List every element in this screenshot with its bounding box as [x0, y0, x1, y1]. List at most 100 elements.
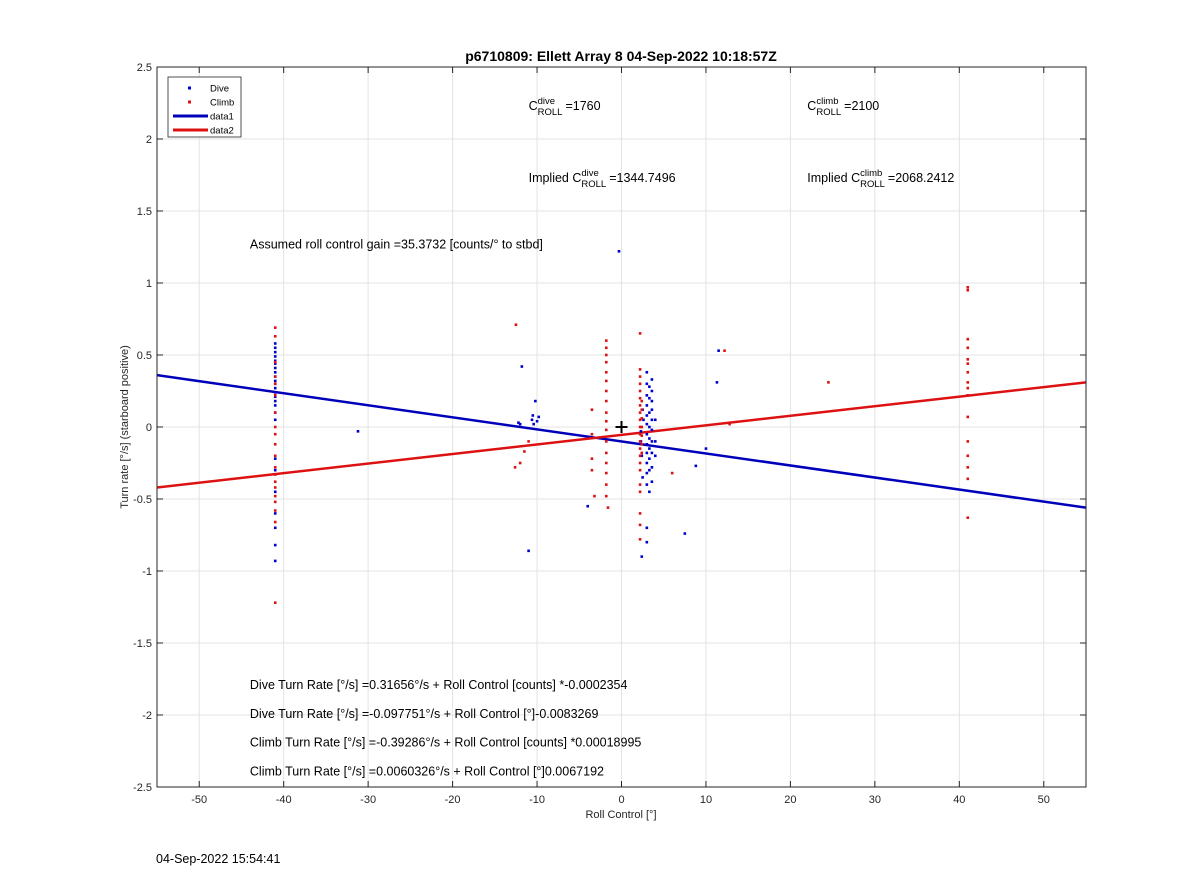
- climb-point: [966, 440, 970, 443]
- climb-point: [728, 422, 731, 426]
- climb-point: [966, 370, 970, 374]
- dive-point: [650, 451, 654, 455]
- climb-point: [670, 471, 674, 475]
- climb-point: [523, 450, 526, 453]
- data-points: [273, 250, 970, 604]
- annotation-value: =1760: [565, 99, 600, 113]
- climb-point: [604, 483, 608, 486]
- climb-point: [273, 486, 277, 489]
- axes-box: [156, 66, 1087, 788]
- x-tick-label: 0: [618, 794, 624, 806]
- climb-point: [273, 382, 277, 386]
- annotation-eq1: Dive Turn Rate [°/s] =0.31656°/s + Roll …: [250, 678, 628, 692]
- y-tick-label: -2: [142, 710, 152, 722]
- dive-point: [273, 386, 277, 390]
- fit-line-data1: [157, 373, 1086, 509]
- annotation-sup: dive: [581, 168, 598, 179]
- dive-point: [648, 411, 651, 414]
- dive-point: [645, 394, 649, 397]
- dive-point: [648, 457, 651, 460]
- annotation-lead: Implied C: [529, 171, 582, 185]
- climb-point: [604, 440, 608, 443]
- dive-point: [645, 432, 649, 436]
- y-tick-label: 1: [146, 278, 152, 290]
- dive-point: [645, 526, 649, 530]
- climb-point: [273, 334, 277, 338]
- climb-point: [604, 339, 608, 342]
- y-axis-label: Turn rate [°/s] (starboard positive): [119, 345, 131, 509]
- climb-point: [966, 381, 970, 384]
- dive-point: [650, 428, 654, 432]
- dive-point: [527, 549, 530, 553]
- climb-point: [273, 480, 277, 484]
- annotation-lead: C: [807, 99, 816, 113]
- climb-point: [640, 451, 644, 455]
- dive-point: [273, 559, 277, 563]
- dive-point: [273, 512, 277, 515]
- dive-point: [653, 454, 657, 458]
- climb-point: [273, 466, 277, 469]
- climb-point: [527, 440, 530, 443]
- dive-point: [639, 430, 643, 433]
- dive-point: [648, 468, 651, 472]
- dive-point: [648, 425, 651, 429]
- annotation-sup: climb: [816, 96, 838, 107]
- x-tick-label: 10: [700, 794, 712, 806]
- dive-point: [273, 457, 277, 460]
- climb-point: [638, 425, 642, 429]
- climb-point: [723, 349, 726, 352]
- fit-lines: [157, 373, 1086, 509]
- y-tick-label: -1.5: [133, 638, 152, 650]
- y-tick-label: -1: [142, 566, 152, 578]
- dive-point: [648, 437, 651, 440]
- dive-point: [645, 442, 649, 446]
- dive-point: [645, 382, 649, 386]
- annotation-eq2: Dive Turn Rate [°/s] =-0.097751°/s + Rol…: [250, 707, 599, 721]
- dive-point: [640, 555, 644, 558]
- climb-point: [593, 494, 596, 498]
- dive-point: [650, 378, 654, 381]
- dive-point: [648, 385, 651, 388]
- dive-point: [273, 346, 277, 350]
- climb-point: [640, 399, 644, 403]
- dive-point: [518, 422, 522, 426]
- climb-point: [966, 288, 970, 292]
- dive-point: [273, 342, 277, 345]
- dive-point: [273, 379, 277, 383]
- climb-point: [966, 466, 970, 469]
- y-tick-label: 0: [146, 422, 152, 434]
- climb-point: [966, 415, 970, 419]
- climb-point: [966, 362, 970, 365]
- climb-point: [604, 346, 608, 350]
- climb-point: [273, 442, 277, 446]
- dive-point: [694, 464, 698, 468]
- dive-point: [650, 389, 654, 393]
- dive-point: [641, 476, 644, 479]
- climb-point: [638, 490, 642, 494]
- climb-point: [604, 370, 608, 374]
- dive-point: [520, 365, 524, 368]
- x-axis-label: Roll Control [°]: [585, 809, 656, 821]
- climb-point: [966, 386, 970, 390]
- climb-point: [273, 520, 277, 524]
- dive-point: [273, 362, 277, 365]
- climb-point: [638, 375, 642, 378]
- climb-point: [966, 358, 970, 361]
- climb-point: [604, 494, 608, 498]
- climb-point: [827, 381, 830, 384]
- climb-point: [604, 451, 608, 455]
- dive-point: [650, 440, 654, 443]
- climb-point: [604, 461, 608, 465]
- x-tick-label: 50: [1038, 794, 1050, 806]
- climb-point: [606, 506, 610, 509]
- climb-point: [604, 379, 608, 383]
- y-tick-label: 1.5: [137, 206, 152, 218]
- annotation-sub: ROLL: [816, 107, 841, 118]
- dive-point: [645, 483, 649, 486]
- climb-point: [604, 471, 608, 475]
- dive-point: [273, 543, 277, 547]
- dive-point: [648, 447, 651, 450]
- dive-point: [648, 490, 651, 494]
